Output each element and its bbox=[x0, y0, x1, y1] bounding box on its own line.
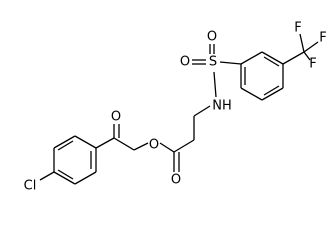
atom-label: O bbox=[149, 138, 159, 153]
structure-diagram: Cl O O O S O O NH F F F bbox=[24, 21, 327, 194]
atom-label: NH bbox=[212, 99, 232, 114]
atom-label: O bbox=[207, 30, 217, 45]
atom-label: F bbox=[319, 31, 326, 46]
atom-labels: Cl O O O S O O NH F F F bbox=[24, 21, 327, 194]
atom-label: O bbox=[111, 110, 121, 125]
atom-label: S bbox=[209, 55, 217, 70]
bonds bbox=[39, 33, 319, 185]
atom-label: O bbox=[171, 173, 181, 188]
atom-label: Cl bbox=[24, 179, 37, 194]
atom-label: F bbox=[294, 21, 301, 36]
atom-label: F bbox=[309, 57, 316, 72]
atom-label: O bbox=[180, 55, 190, 70]
